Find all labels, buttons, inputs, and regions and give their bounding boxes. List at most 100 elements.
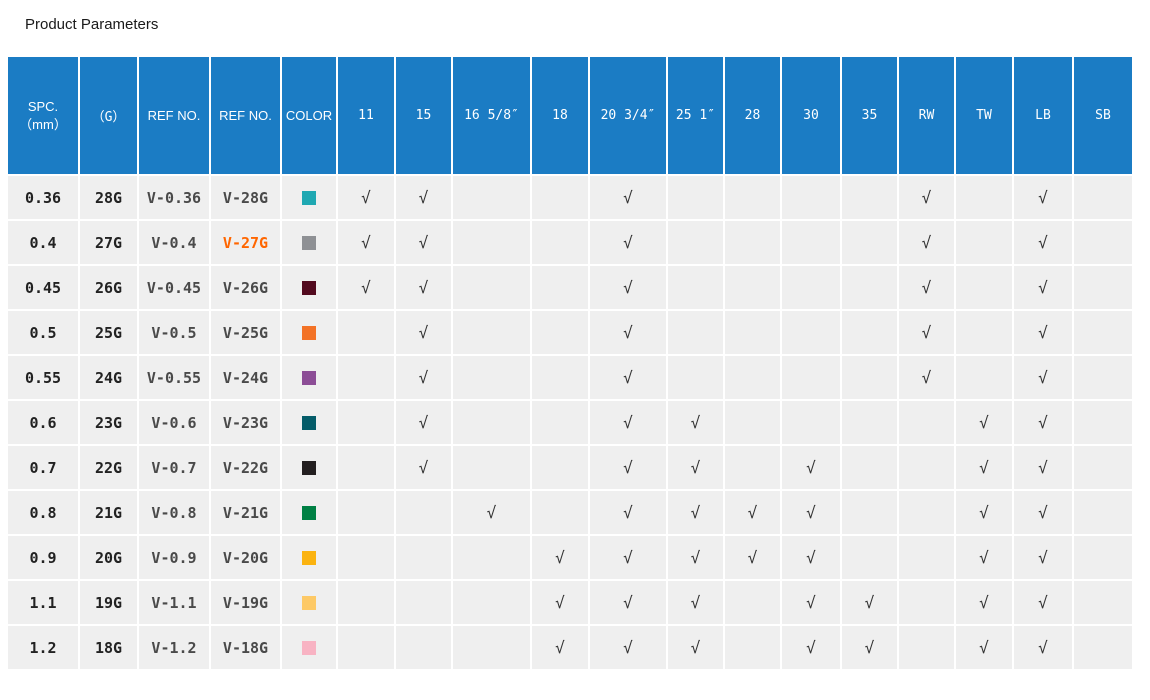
checkmark: √ <box>921 188 932 207</box>
checkmark: √ <box>1038 503 1048 522</box>
check-cell <box>453 446 530 489</box>
checkmark: √ <box>690 638 701 657</box>
check-cell <box>1074 356 1132 399</box>
check-cell: √ <box>782 626 840 669</box>
check-cell: √ <box>842 581 897 624</box>
check-cell <box>782 176 840 219</box>
check-cell: √ <box>590 581 666 624</box>
check-cell <box>725 581 780 624</box>
gauge-cell: 26G <box>80 266 137 309</box>
table-row: 0.55 24G V-0.55 V-24G √ √ √ √ <box>8 356 1132 399</box>
check-cell <box>453 266 530 309</box>
spc-cell: 0.7 <box>8 446 78 489</box>
check-cell <box>532 491 588 534</box>
check-cell <box>396 626 451 669</box>
check-cell: √ <box>899 266 954 309</box>
checkmark: √ <box>623 548 633 567</box>
checkmark: √ <box>418 368 429 387</box>
checkmark: √ <box>806 503 816 522</box>
ref-no-cell: V-0.5 <box>139 311 209 354</box>
check-cell: √ <box>1014 221 1072 264</box>
check-cell <box>338 491 394 534</box>
check-cell: √ <box>532 536 588 579</box>
ref-no-cell: V-0.55 <box>139 356 209 399</box>
column-header-lb: LB <box>1014 57 1072 174</box>
check-cell: √ <box>590 356 666 399</box>
table-row: 0.8 21G V-0.8 V-21G √ √ √ √ √ √ √ <box>8 491 1132 534</box>
check-cell <box>338 401 394 444</box>
check-cell <box>842 221 897 264</box>
check-cell <box>1074 581 1132 624</box>
color-swatch <box>302 190 316 205</box>
column-header-11: 11 <box>338 57 394 174</box>
checkmark: √ <box>690 458 701 477</box>
check-cell <box>668 311 723 354</box>
check-cell <box>1074 401 1132 444</box>
check-cell <box>842 401 897 444</box>
checkmark: √ <box>555 548 565 567</box>
check-cell <box>1074 266 1132 309</box>
ref-no-cell: V-0.6 <box>139 401 209 444</box>
check-cell: √ <box>590 536 666 579</box>
check-cell: √ <box>668 491 723 534</box>
checkmark: √ <box>747 503 758 522</box>
check-cell <box>1074 311 1132 354</box>
column-header-16: 16 5/8″ <box>453 57 530 174</box>
check-cell: √ <box>725 491 780 534</box>
check-cell <box>842 311 897 354</box>
check-cell <box>668 356 723 399</box>
check-cell <box>453 581 530 624</box>
check-cell <box>532 221 588 264</box>
color-cell <box>282 536 336 579</box>
checkmark: √ <box>623 323 633 342</box>
check-cell: √ <box>842 626 897 669</box>
ref-no-cell: V-0.45 <box>139 266 209 309</box>
checkmark: √ <box>623 278 633 297</box>
color-cell <box>282 356 336 399</box>
check-cell <box>1074 626 1132 669</box>
check-cell: √ <box>532 626 588 669</box>
checkmark: √ <box>361 188 371 207</box>
check-cell: √ <box>1014 491 1072 534</box>
ref-no-link-cell: V-26G <box>211 266 280 309</box>
ref-no-link-cell: V-25G <box>211 311 280 354</box>
checkmark: √ <box>555 593 565 612</box>
color-cell <box>282 176 336 219</box>
ref-no-link-cell: V-19G <box>211 581 280 624</box>
ref-no-link-cell: V-18G <box>211 626 280 669</box>
check-cell <box>725 311 780 354</box>
check-cell: √ <box>782 536 840 579</box>
color-swatch <box>302 235 316 250</box>
color-swatch <box>302 505 316 520</box>
check-cell: √ <box>396 266 451 309</box>
check-cell <box>532 176 588 219</box>
column-header-35: 35 <box>842 57 897 174</box>
check-cell: √ <box>899 221 954 264</box>
check-cell: √ <box>899 176 954 219</box>
checkmark: √ <box>555 638 565 657</box>
checkmark: √ <box>623 188 633 207</box>
ref-no-link-cell: V-22G <box>211 446 280 489</box>
check-cell <box>899 626 954 669</box>
check-cell <box>338 581 394 624</box>
spc-cell: 1.2 <box>8 626 78 669</box>
check-cell: √ <box>1014 266 1072 309</box>
check-cell: √ <box>338 221 394 264</box>
checkmark: √ <box>623 368 633 387</box>
page-title: Product Parameters <box>25 16 159 33</box>
column-header-30: 30 <box>782 57 840 174</box>
column-header-ref-no-1: REF NO. <box>139 57 209 174</box>
ref-no-link-cell[interactable]: V-27G <box>211 221 280 264</box>
spc-cell: 0.8 <box>8 491 78 534</box>
check-cell <box>782 311 840 354</box>
check-cell <box>842 491 897 534</box>
check-cell <box>453 176 530 219</box>
check-cell <box>532 356 588 399</box>
check-cell <box>725 266 780 309</box>
check-cell: √ <box>1014 581 1072 624</box>
ref-no-link-cell: V-20G <box>211 536 280 579</box>
ref-no-cell: V-0.7 <box>139 446 209 489</box>
check-cell: √ <box>338 266 394 309</box>
check-cell: √ <box>956 536 1012 579</box>
check-cell <box>338 311 394 354</box>
